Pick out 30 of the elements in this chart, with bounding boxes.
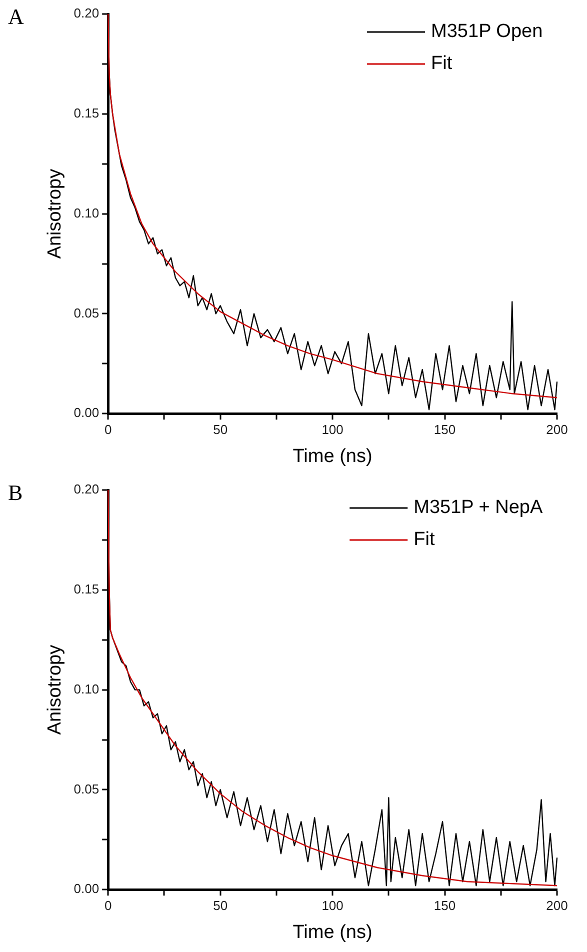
legend-label: Fit	[431, 53, 453, 74]
y-tick-label: 0.00	[74, 405, 100, 420]
y-axis-title: Anisotropy	[44, 644, 66, 735]
y-axis-title: Anisotropy	[44, 168, 66, 259]
legend-label: M351P + NepA	[414, 497, 543, 518]
y-tick-label: 0.15	[74, 581, 100, 596]
y-tick-label: 0.20	[74, 6, 100, 21]
y-tick-label: 0.05	[74, 305, 100, 320]
x-axis-title: Time (ns)	[292, 922, 372, 943]
y-tick-label: 0.15	[74, 105, 100, 120]
y-tick-label: 0.00	[74, 881, 100, 896]
x-tick-label: 100	[322, 898, 344, 913]
x-tick-label: 150	[434, 422, 456, 437]
x-tick-label: 200	[546, 898, 568, 913]
x-tick-label: 0	[104, 898, 112, 913]
x-tick-label: 150	[434, 898, 456, 913]
chart-title: A	[8, 4, 24, 29]
legend-label: M351P Open	[431, 21, 543, 42]
legend-label: Fit	[414, 529, 436, 550]
y-tick-label: 0.10	[74, 681, 100, 696]
y-tick-label: 0.05	[74, 781, 100, 796]
y-tick-label: 0.20	[74, 482, 100, 497]
x-axis-title: Time (ns)	[292, 446, 372, 467]
x-tick-label: 200	[546, 422, 568, 437]
x-tick-label: 50	[213, 422, 228, 437]
x-tick-label: 0	[104, 422, 112, 437]
x-tick-label: 50	[213, 898, 228, 913]
x-tick-label: 100	[322, 422, 344, 437]
chart-title: B	[8, 480, 23, 505]
y-tick-label: 0.10	[74, 205, 100, 220]
